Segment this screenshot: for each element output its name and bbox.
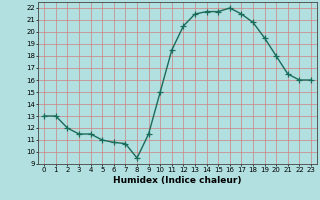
X-axis label: Humidex (Indice chaleur): Humidex (Indice chaleur) xyxy=(113,176,242,185)
